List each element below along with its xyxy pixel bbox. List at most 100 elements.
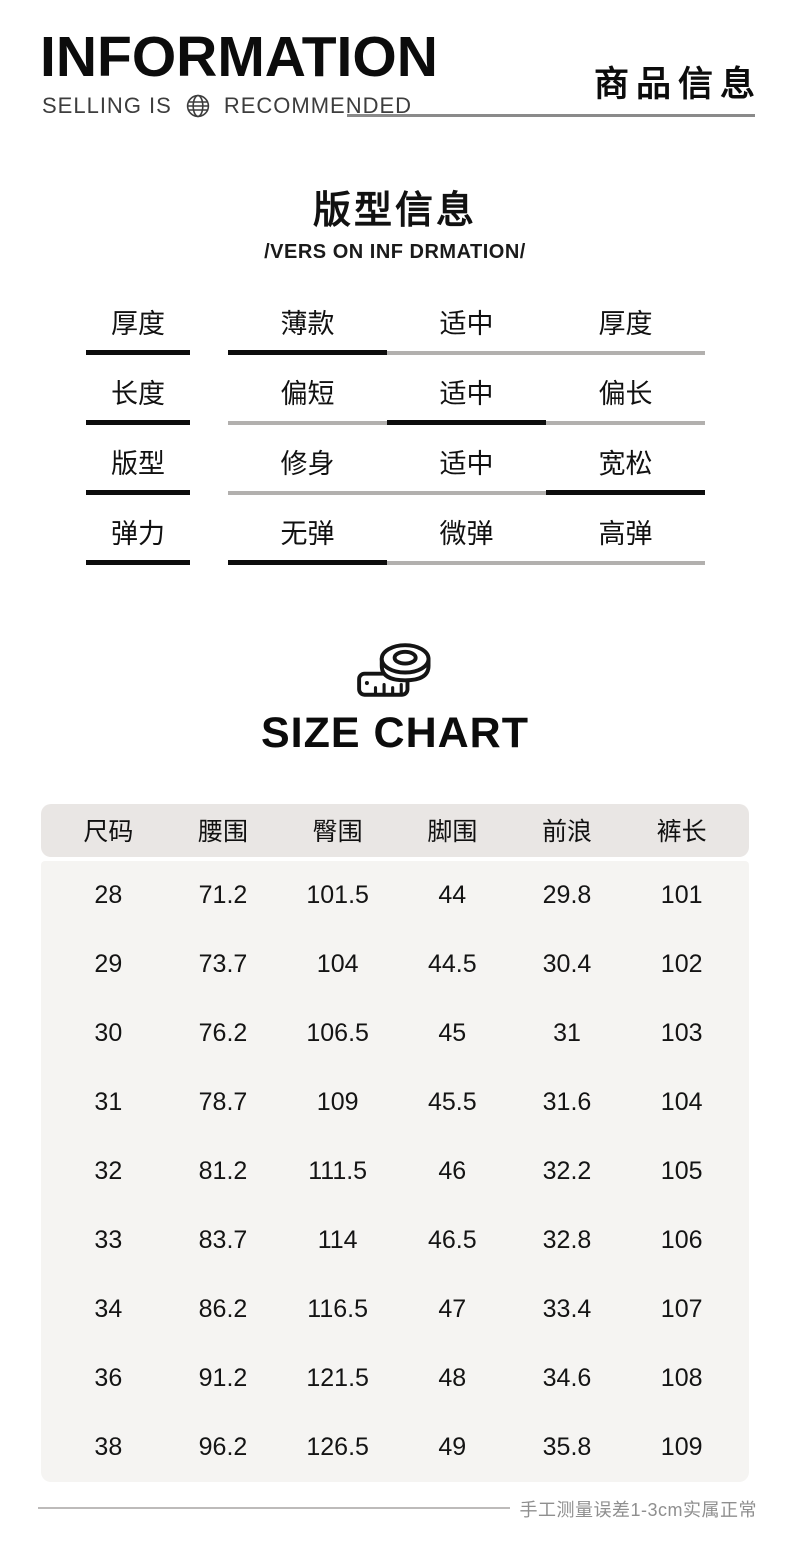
fit-row-label-underline	[86, 490, 190, 496]
table-cell: 102	[660, 949, 703, 978]
fit-row: 版型 修身 适中 宽松	[0, 436, 790, 506]
table-cell: 109	[316, 1087, 359, 1116]
fit-option: 适中	[439, 379, 494, 410]
table-cell: 109	[660, 1432, 703, 1461]
table-cell: 32.8	[542, 1225, 592, 1254]
column-header: 前浪	[541, 818, 592, 847]
fit-row: 厚度 薄款 适中 厚度	[0, 296, 790, 366]
fit-row-label-underline	[86, 560, 190, 566]
table-cell: 86.2	[198, 1294, 248, 1323]
table-cell: 116.5	[307, 1294, 369, 1323]
table-cell: 33	[94, 1225, 123, 1254]
fit-row-options: 偏短 适中 偏长	[228, 372, 705, 411]
tape-measure-icon	[0, 640, 790, 698]
table-row: 34 86.2 116.5 47 33.4 107	[51, 1275, 739, 1344]
fit-row-label-underline	[86, 350, 190, 356]
column-header: 臀围	[312, 818, 363, 847]
table-cell: 78.7	[198, 1087, 248, 1116]
table-row: 38 96.2 126.5 49 35.8 109	[51, 1413, 739, 1482]
column-header: 裤长	[656, 818, 707, 847]
table-cell: 101	[660, 880, 703, 909]
table-cell: 38	[94, 1432, 123, 1461]
table-cell: 73.7	[198, 949, 248, 978]
table-cell: 46.5	[427, 1225, 477, 1254]
fit-option: 修身	[280, 449, 335, 480]
table-cell: 76.2	[198, 1018, 248, 1047]
table-cell: 31	[553, 1018, 581, 1047]
table-cell: 29.8	[542, 880, 592, 909]
table-cell: 121.5	[306, 1363, 369, 1392]
size-chart-section: SIZE CHART 尺码 腰围 臀围 脚围 前浪 裤长 28 71.2 101.5 44 29.…	[0, 640, 790, 1524]
subtitle-right-label: RECOMMENDED	[223, 92, 413, 118]
fit-row-label: 厚度	[111, 309, 165, 340]
fit-row-options: 薄款 适中 厚度	[228, 302, 705, 341]
table-row: 33 83.7 114 46.5 32.8 106	[51, 1206, 739, 1275]
fit-row-label-underline	[86, 420, 190, 426]
fit-row-scale-bar	[228, 490, 705, 496]
column-header: 脚围	[427, 818, 478, 847]
page-header: INFORMATION SELLING IS RECOMMENDED 商品信息	[0, 0, 790, 119]
page-title: INFORMATION	[40, 25, 438, 89]
table-cell: 44.5	[427, 949, 477, 978]
globe-icon	[185, 93, 211, 119]
table-cell: 49	[438, 1432, 467, 1461]
fit-info-heading: 版型信息	[312, 189, 477, 232]
table-cell: 32.2	[542, 1156, 592, 1185]
fit-row-options: 修身 适中 宽松	[228, 442, 705, 481]
fit-option: 高弹	[598, 519, 653, 550]
table-cell: 34.6	[542, 1363, 592, 1392]
table-cell: 104	[660, 1087, 703, 1116]
fit-row-selected-segment	[228, 350, 387, 356]
fit-row-selected-segment	[545, 490, 705, 496]
table-cell: 36	[94, 1363, 123, 1392]
table-cell: 35.8	[542, 1432, 592, 1461]
fit-row-label: 长度	[111, 379, 165, 410]
fit-info-section: 版型信息 /VERS ON INF DRMATION/ 厚度 薄款 适中 厚度 长度…	[0, 189, 790, 577]
column-header: 尺码	[83, 818, 134, 847]
fit-option: 偏短	[280, 379, 335, 410]
table-cell: 107	[660, 1294, 703, 1323]
table-cell: 81.2	[198, 1156, 248, 1185]
table-cell: 103	[660, 1018, 703, 1047]
table-row: 31 78.7 109 45.5 31.6 104	[51, 1068, 739, 1137]
fit-option: 偏长	[598, 379, 653, 410]
table-cell: 28	[94, 880, 123, 909]
fit-option: 微弹	[439, 519, 494, 550]
fit-row-label: 弹力	[111, 519, 165, 550]
table-cell: 47	[438, 1294, 467, 1323]
table-cell: 45	[438, 1018, 467, 1047]
subtitle-left-label: SELLING IS	[42, 92, 172, 118]
footnote: 手工测量误差1-3cm实属正常	[0, 1494, 790, 1524]
table-cell: 44	[438, 880, 467, 909]
table-cell: 48	[438, 1363, 467, 1392]
fit-option: 适中	[439, 309, 494, 340]
size-chart-heading: SIZE CHART	[261, 709, 529, 758]
table-row: 32 81.2 111.5 46 32.2 105	[51, 1137, 739, 1206]
table-cell: 30.4	[542, 949, 592, 978]
size-chart-body: 28 71.2 101.5 44 29.8 101 29 73.7 104 44.5 30.4 102…	[41, 860, 749, 1482]
table-cell: 29	[94, 949, 123, 978]
table-cell: 83.7	[198, 1225, 248, 1254]
table-cell: 33.4	[542, 1294, 592, 1323]
fit-row: 长度 偏短 适中 偏长	[0, 366, 790, 436]
table-cell: 71.2	[198, 880, 248, 909]
table-cell: 126.5	[306, 1432, 369, 1461]
table-cell: 91.2	[198, 1363, 248, 1392]
size-chart-table: 尺码 腰围 臀围 脚围 前浪 裤长 28 71.2 101.5 44 29.8 101 29 73.7 1…	[41, 803, 749, 1482]
table-row: 30 76.2 106.5 45 31 103	[51, 999, 739, 1068]
table-cell: 34	[94, 1294, 123, 1323]
table-cell: 106	[660, 1225, 703, 1254]
fit-row-scale-bar	[228, 560, 705, 566]
fit-option: 薄款	[280, 309, 335, 340]
table-cell: 31.6	[542, 1087, 592, 1116]
table-cell: 96.2	[198, 1432, 248, 1461]
table-cell: 105	[660, 1156, 703, 1185]
header-subtitle: SELLING IS RECOMMENDED	[42, 93, 790, 119]
fit-option: 无弹	[280, 519, 335, 550]
table-cell: 108	[660, 1363, 703, 1392]
fit-row-scale-bar	[228, 350, 705, 356]
table-cell: 111.5	[308, 1156, 368, 1185]
table-row: 36 91.2 121.5 48 34.6 108	[51, 1344, 739, 1413]
table-cell: 46	[438, 1156, 467, 1185]
